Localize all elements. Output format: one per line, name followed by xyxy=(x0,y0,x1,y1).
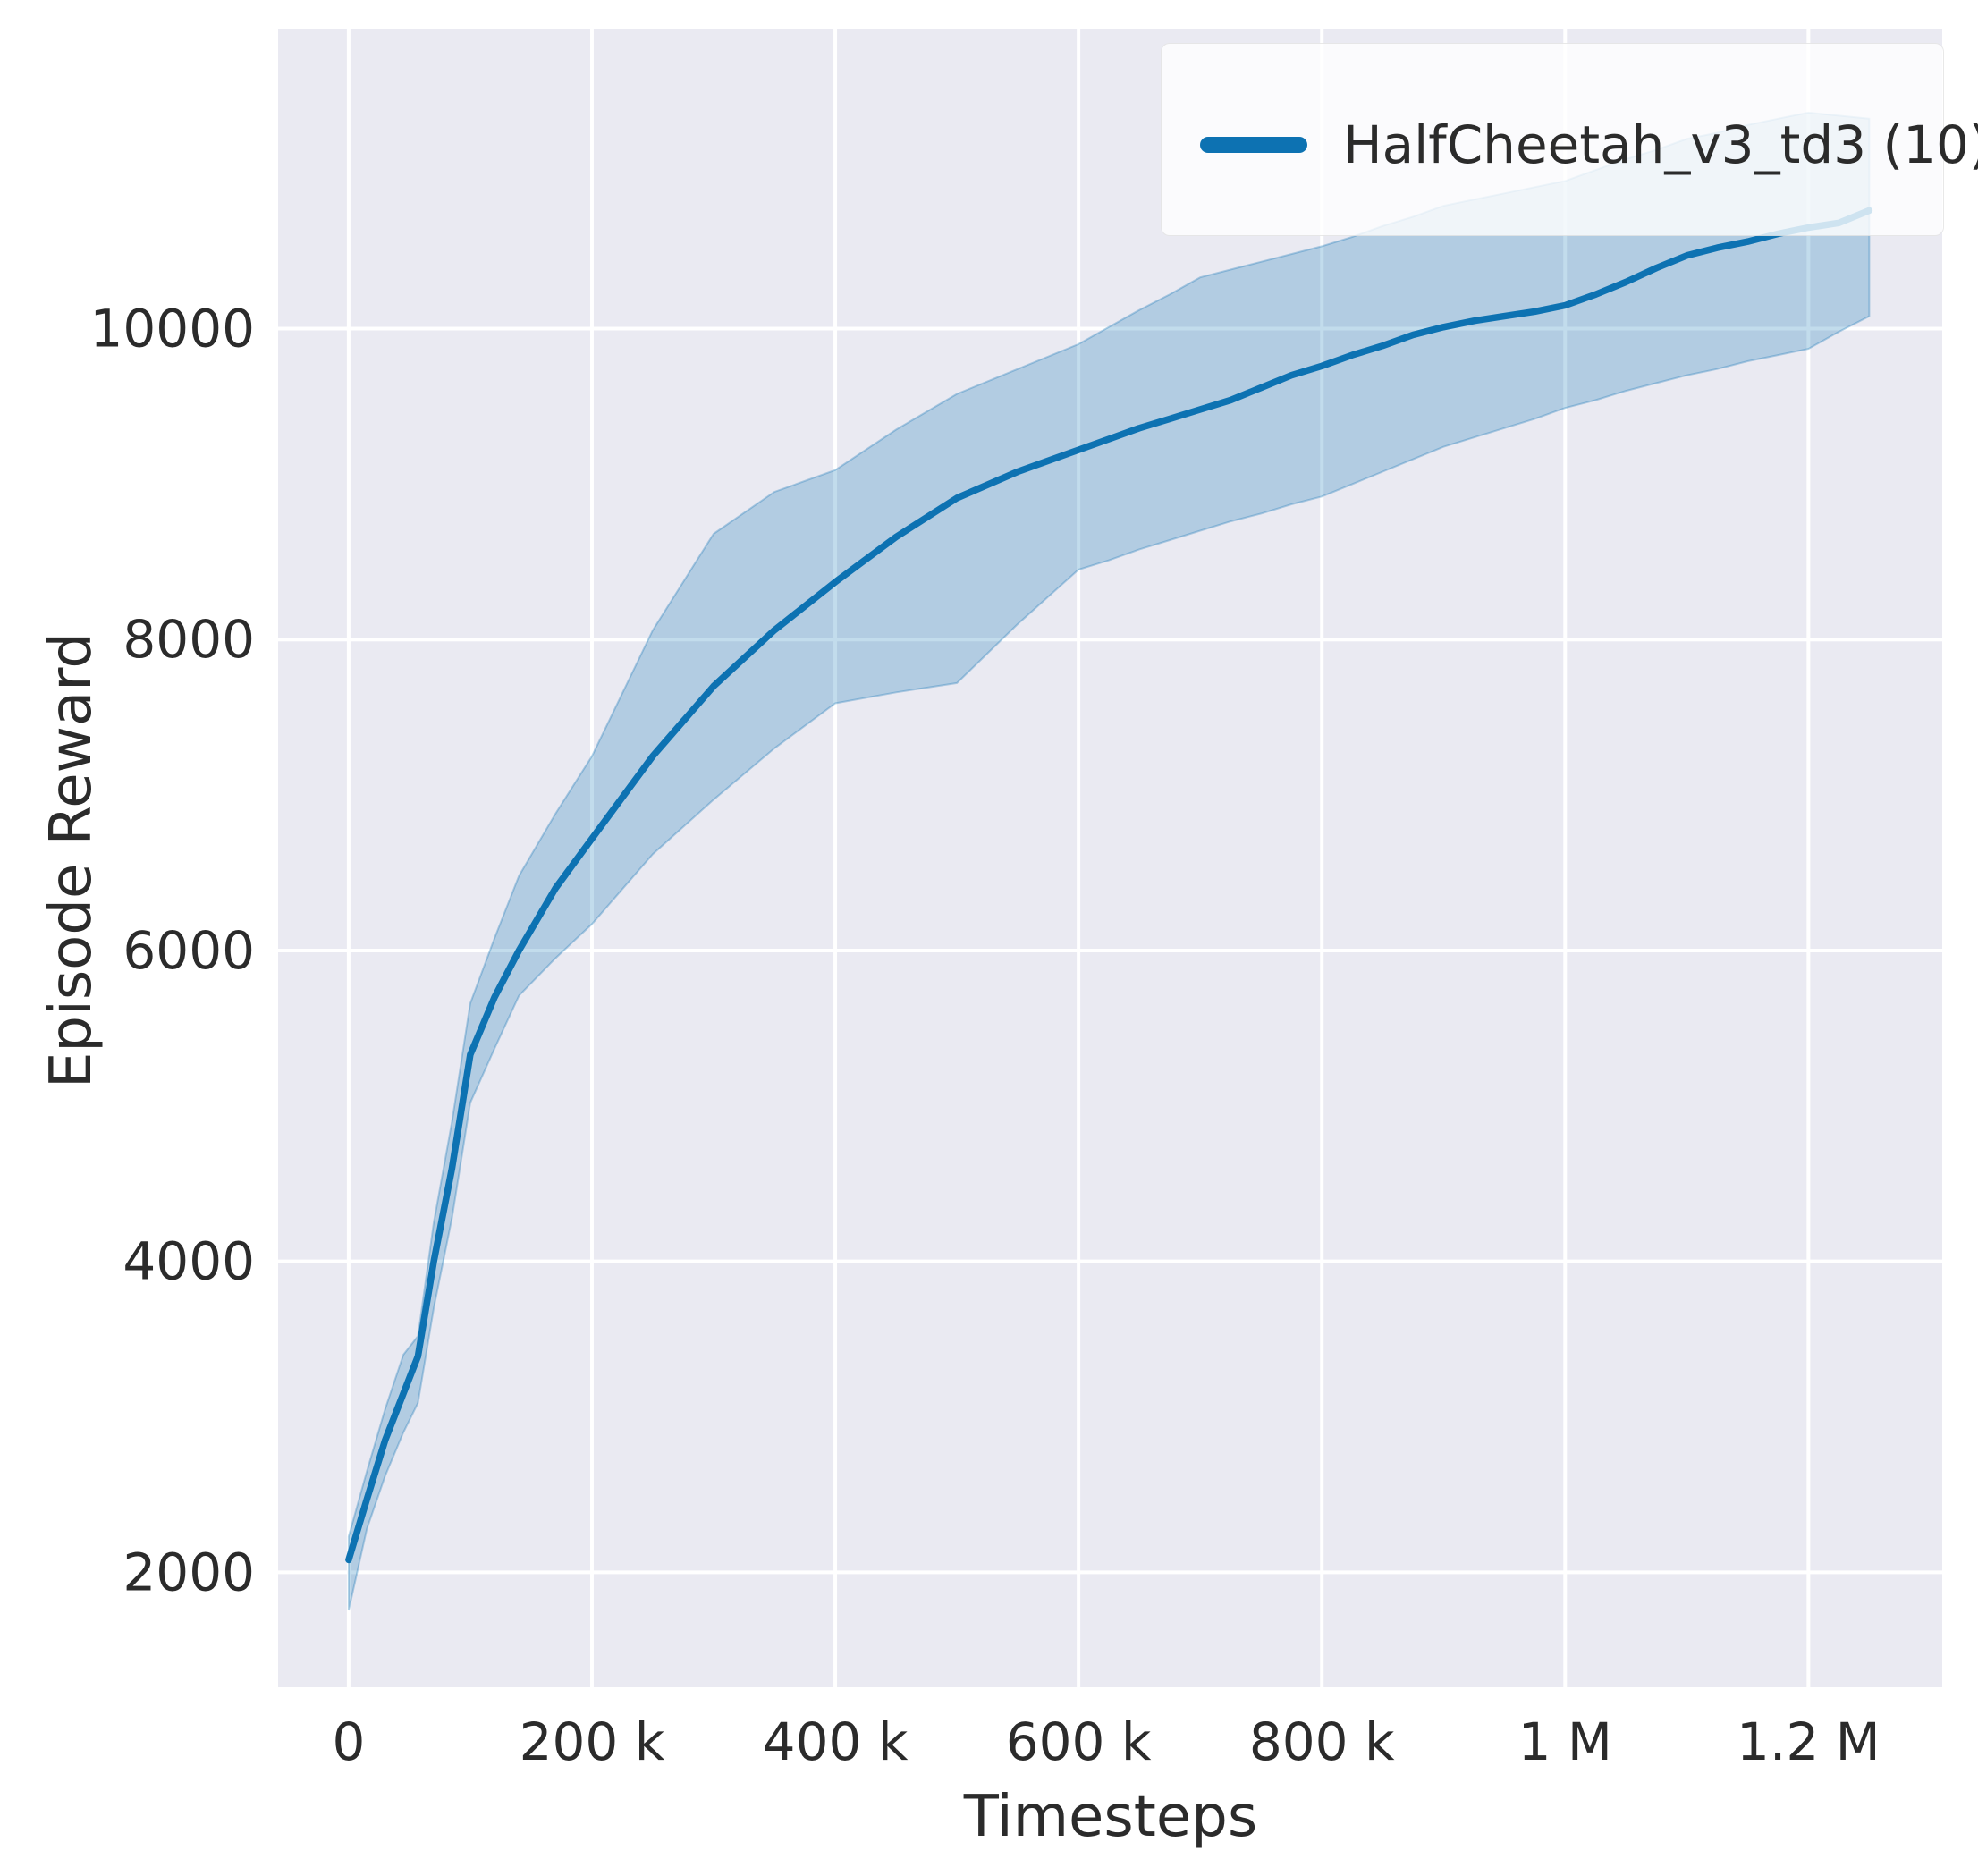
y-axis-label: Episode Reward xyxy=(38,631,105,1089)
x-axis-label: Timesteps xyxy=(963,1784,1258,1850)
confidence-band xyxy=(347,111,1871,1611)
y-tick-label: 2000 xyxy=(123,1542,255,1602)
plot-area xyxy=(278,29,1942,1687)
x-tick-label: 1 M xyxy=(1518,1711,1612,1772)
legend-line-swatch xyxy=(1200,137,1307,153)
y-tick-label: 10000 xyxy=(89,299,255,359)
y-tick-label: 4000 xyxy=(123,1231,255,1292)
y-tick-label: 8000 xyxy=(123,609,255,670)
x-tick-label: 1.2 M xyxy=(1737,1711,1881,1772)
x-tick-label: 0 xyxy=(332,1711,365,1772)
x-tick-label: 600 k xyxy=(1006,1711,1152,1772)
x-tick-label: 400 k xyxy=(763,1711,909,1772)
legend-label: HalfCheetah_v3_td3 (10) xyxy=(1343,114,1978,175)
y-tick-label: 6000 xyxy=(123,920,255,981)
mean-reward-line xyxy=(345,207,1873,1564)
x-tick-label: 200 k xyxy=(520,1711,665,1772)
x-tick-label: 800 k xyxy=(1249,1711,1395,1772)
